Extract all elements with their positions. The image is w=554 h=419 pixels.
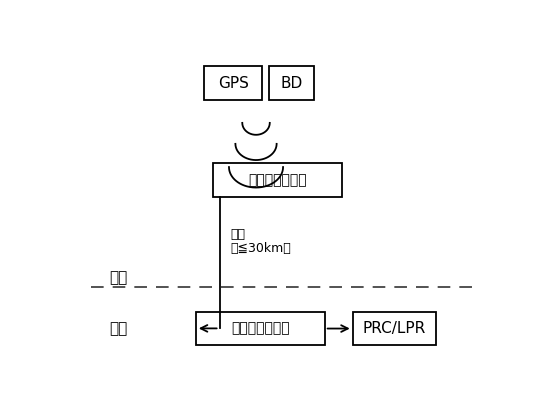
Text: PRC/LPR: PRC/LPR	[363, 321, 426, 336]
Bar	[196, 312, 325, 346]
Text: （≦30km）: （≦30km）	[230, 242, 291, 255]
Text: BD: BD	[280, 76, 302, 91]
Text: 射频光转换模块: 射频光转换模块	[248, 173, 307, 187]
Bar	[353, 312, 437, 346]
Text: 光纤: 光纤	[230, 228, 245, 241]
Bar	[213, 163, 342, 197]
Bar	[204, 67, 263, 100]
Text: GPS: GPS	[218, 76, 249, 91]
Text: 地面: 地面	[110, 270, 128, 285]
Text: 光射频转换模块: 光射频转换模块	[231, 321, 290, 336]
Text: 地下: 地下	[110, 321, 128, 336]
Bar	[269, 67, 314, 100]
